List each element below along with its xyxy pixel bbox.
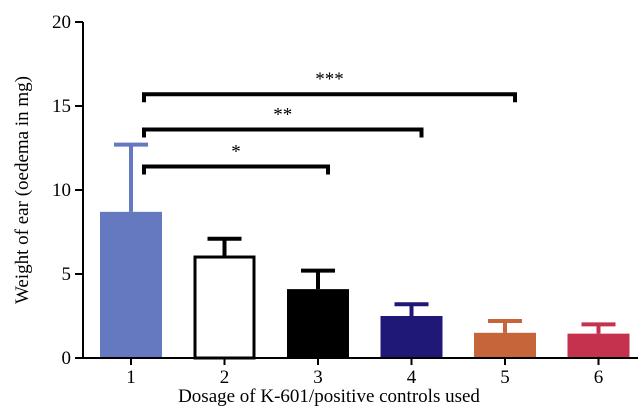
significance-bracket-1 [142, 164, 330, 175]
y-tick-label-5: 5 [62, 264, 72, 285]
x-tick-label-4: 4 [407, 367, 417, 388]
bars-layer [100, 142, 630, 360]
axes-layer: 0 5 10 15 20 1 2 3 4 5 6 [52, 12, 638, 388]
y-tick-label-0: 0 [62, 348, 72, 369]
y-tick-label-20: 20 [52, 12, 71, 33]
x-tick-label-1: 1 [126, 367, 136, 388]
bar-1 [100, 211, 162, 358]
axes-frame [82, 22, 638, 359]
bar-5 [474, 332, 536, 358]
bar-2 [193, 255, 256, 360]
significance-label-2: ** [273, 105, 292, 126]
y-tick-label-10: 10 [52, 180, 71, 201]
significance-layer: ****** [142, 69, 517, 175]
significance-bracket-3 [142, 92, 517, 103]
x-tick-label-6: 6 [594, 367, 604, 388]
significance-label-1: * [231, 141, 241, 162]
bar-3 [287, 289, 349, 358]
y-axis-title: Weight of ear (oedema in mg) [12, 76, 33, 304]
x-tick-label-3: 3 [313, 367, 323, 388]
x-axis-title: Dosage of K-601/positive controls used [178, 386, 480, 407]
significance-bracket-2 [142, 127, 424, 138]
x-tick-label-5: 5 [500, 367, 510, 388]
significance-label-3: *** [315, 69, 344, 90]
y-tick-label-15: 15 [52, 96, 71, 117]
bar-4 [380, 316, 443, 358]
bar-6 [567, 333, 630, 358]
x-tick-label-2: 2 [220, 367, 230, 388]
